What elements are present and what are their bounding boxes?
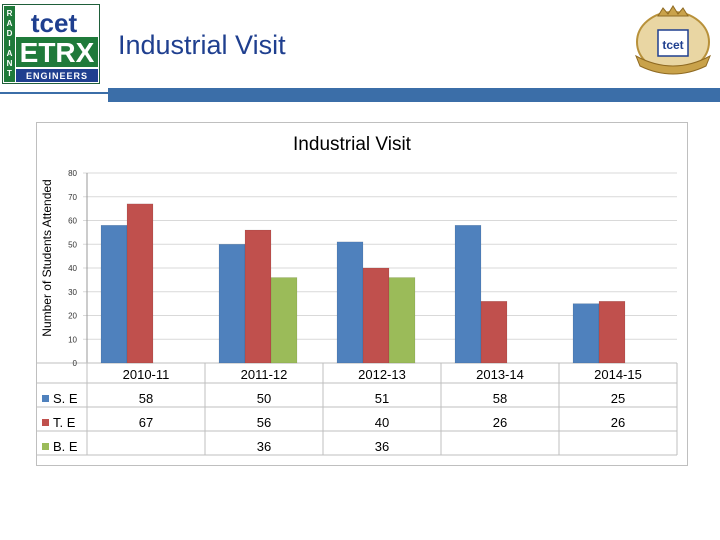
data-label: 56 — [257, 415, 271, 430]
bar-chart: Industrial Visit Number of Students Atten… — [37, 134, 678, 456]
logo-main-text: ETRX — [20, 37, 95, 68]
bar-te-2012-13 — [362, 267, 390, 364]
data-label: 26 — [611, 415, 625, 430]
bar-te-2013-14 — [480, 301, 508, 364]
data-label: 26 — [493, 415, 507, 430]
bar-be-2011-12 — [270, 277, 298, 364]
y-tick-label: 60 — [68, 217, 77, 226]
bar-te-2010-11 — [126, 203, 154, 364]
legend-key-be — [42, 443, 49, 450]
x-tick-label: 2014-15 — [594, 367, 642, 382]
bar-te-2014-15 — [598, 301, 626, 364]
logo-bottom-text: ENGINEERS — [26, 71, 88, 81]
bar-se-2010-11 — [100, 225, 128, 364]
x-tick-label: 2012-13 — [358, 367, 406, 382]
legend-label: T. E — [53, 415, 76, 430]
bar-te-2011-12 — [244, 229, 272, 364]
header-rule-thick — [108, 88, 720, 102]
legend-key-se — [42, 395, 49, 402]
x-tick-label: 2011-12 — [241, 367, 288, 382]
header-rule-thin — [0, 92, 108, 94]
tcet-emblem-logo: tcet — [635, 5, 711, 75]
bars — [42, 203, 626, 450]
y-tick-label: 20 — [68, 312, 77, 321]
y-tick-label: 70 — [68, 193, 77, 202]
data-label: 58 — [493, 391, 507, 406]
data-label: 36 — [375, 439, 389, 454]
data-label: 40 — [375, 415, 389, 430]
y-tick-label: 40 — [68, 264, 77, 273]
x-tick-label: 2013-14 — [476, 367, 524, 382]
data-label: 25 — [611, 391, 625, 406]
legend-label: B. E — [53, 439, 78, 454]
legend-key-te — [42, 419, 49, 426]
data-label: 36 — [257, 439, 271, 454]
legend-label: S. E — [53, 391, 78, 406]
data-label: 58 — [139, 391, 153, 406]
data-label: 51 — [375, 391, 389, 406]
logo-top-text: tcet — [31, 8, 78, 38]
data-label: 50 — [257, 391, 271, 406]
data-label: 67 — [139, 415, 153, 430]
x-tick-label: 2010-11 — [123, 367, 170, 382]
bar-se-2012-13 — [336, 241, 364, 364]
y-tick-label: 50 — [68, 240, 77, 249]
bar-be-2012-13 — [388, 277, 416, 364]
y-tick-label: 30 — [68, 288, 77, 297]
chart-frame: Industrial Visit Number of Students Atten… — [36, 122, 688, 466]
bar-se-2013-14 — [454, 225, 482, 364]
chart-labels: Industrial Visit Number of Students Atten… — [40, 134, 642, 454]
chart-title: Industrial Visit — [293, 134, 412, 155]
bar-se-2014-15 — [572, 303, 600, 364]
y-tick-label: 80 — [68, 169, 77, 178]
y-tick-label: 0 — [73, 359, 78, 368]
y-tick-label: 10 — [68, 335, 77, 344]
emblem-text: tcet — [662, 38, 683, 52]
y-axis-label: Number of Students Attended — [40, 179, 54, 336]
slide-title: Industrial Visit — [118, 30, 286, 60]
bar-se-2011-12 — [218, 244, 246, 364]
